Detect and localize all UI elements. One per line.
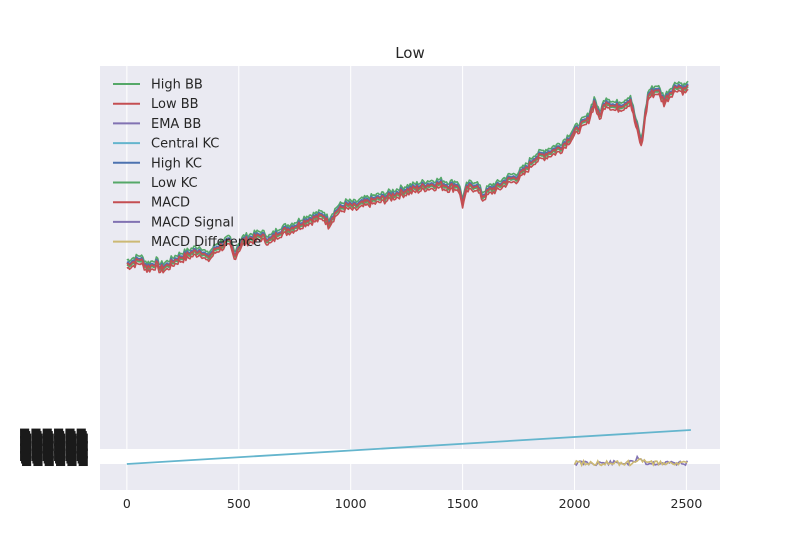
legend-label: MACD Difference [151, 235, 261, 250]
series-line-macd [126, 84, 689, 270]
indicator-ytick-label: ■■■■■■ [20, 429, 88, 444]
indicator-ytick-label: ■■■■■■ [21, 431, 89, 446]
x-tick-label: 1000 [335, 496, 367, 511]
indicator-trend-line [126, 429, 691, 465]
indicator-ytick-label: ■■■■■■ [20, 444, 88, 459]
legend-label: High BB [151, 78, 203, 93]
indicator-ytick-label: ■■■■■■ [20, 436, 88, 451]
indicator-ytick-label: ■■■■■■ [19, 449, 87, 464]
indicator-ytick-label: ■■■■■■ [21, 446, 89, 461]
indicator-series-lines [126, 429, 691, 468]
indicator-ytick-label: ■■■■■■ [20, 451, 88, 466]
legend-label: Low BB [151, 97, 199, 112]
indicator-gridline-band [100, 449, 720, 464]
price-series-lines [126, 80, 689, 274]
indicator-ytick-label: ■■■■■■ [19, 426, 87, 441]
legend-label: MACD [151, 196, 190, 211]
series-line-high-bb [126, 80, 689, 266]
price-axes-background [100, 66, 720, 428]
indicator-ytick-labels: ■■■■■■■■■■■■■■■■■■■■■■■■■■■■■■■■■■■■■■■■… [19, 426, 89, 469]
series-line-low-bb [126, 88, 689, 274]
price-axes [100, 66, 720, 428]
indicator-ytick-label: ■■■■■■ [21, 454, 89, 469]
legend: High BB Low BB EMA BB Central KC High KC Low … [113, 78, 261, 250]
legend-label: High KC [151, 156, 202, 171]
legend-label: Low KC [151, 176, 198, 191]
x-tick-label: 1500 [447, 496, 479, 511]
indicator-ytick-label: ■■■■■■ [19, 441, 87, 456]
indicator-axes [100, 428, 720, 490]
legend-label: EMA BB [151, 117, 201, 132]
indicator-gridlines [100, 428, 720, 490]
indicator-line-macd-difference [573, 458, 688, 468]
indicator-ytick-label: ■■■■■■ [19, 434, 87, 449]
legend-label: MACD Signal [151, 215, 234, 230]
chart-title: Low [395, 44, 425, 62]
x-tick-label: 0 [123, 496, 131, 511]
legend-label: Central KC [151, 137, 219, 152]
x-tick-label: 2000 [559, 496, 591, 511]
x-tick-labels: 0 500 1000 1500 2000 2500 [123, 496, 702, 511]
x-tick-label: 500 [227, 496, 251, 511]
x-tick-label: 2500 [671, 496, 703, 511]
indicator-ytick-label: ■■■■■■ [21, 439, 89, 454]
